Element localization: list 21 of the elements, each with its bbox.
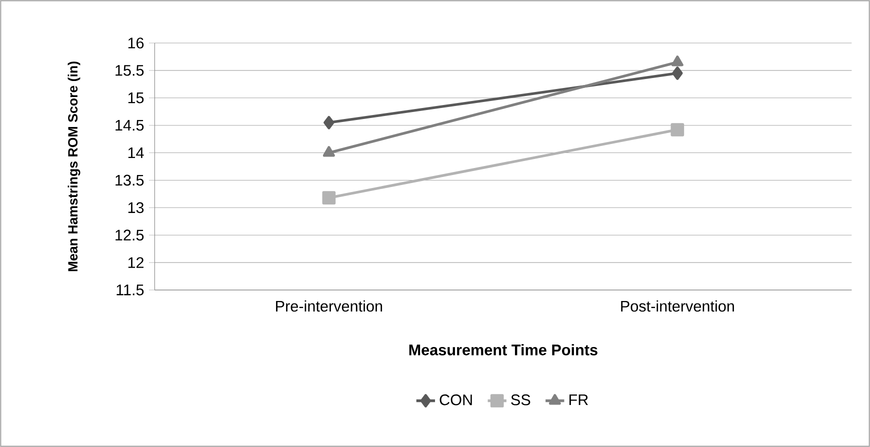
y-tick-label: 13.5 (116, 174, 144, 186)
x-tick-label: Post-intervention (621, 300, 734, 312)
point (324, 116, 334, 130)
y-tick-label: 13 (128, 202, 144, 214)
legend-label: CON (440, 394, 472, 406)
point (670, 123, 684, 136)
x-tick-label: Pre-intervention (276, 300, 382, 312)
x-axis-title: Measurement Time Points (409, 344, 598, 356)
point (322, 191, 336, 204)
legend-label: FR (569, 394, 588, 406)
y-axis-title: Mean Hamstrings ROM Score (in) (68, 62, 80, 272)
y-tick-label: 15 (128, 92, 144, 104)
y-tick-label: 12 (128, 257, 144, 268)
y-tick-label: 11.5 (116, 284, 144, 296)
y-tick-label: 14 (128, 148, 144, 158)
point (672, 66, 683, 80)
y-tick-label: 15.5 (116, 65, 144, 76)
y-tick-label: 16 (128, 38, 144, 48)
y-tick-label: 14.5 (116, 120, 144, 131)
legend-label: SS (511, 394, 530, 406)
y-tick-label: 12.5 (116, 230, 144, 241)
